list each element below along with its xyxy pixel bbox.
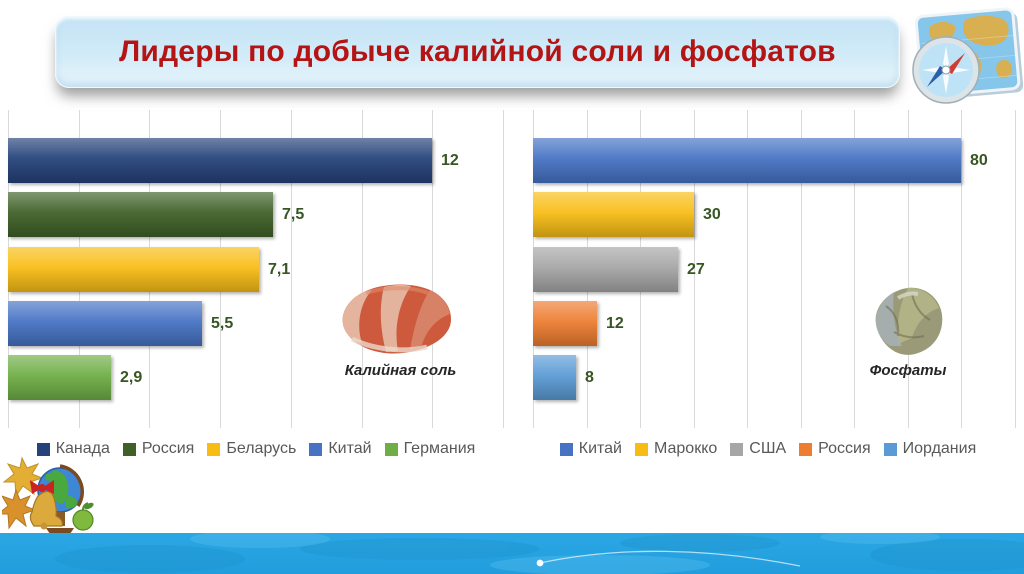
phosphate-chart-plot: 80 30 27 12 8 (533, 110, 1016, 428)
legend-marker (635, 442, 648, 456)
legend-marker (309, 442, 323, 456)
legend-item: Канада (36, 440, 110, 458)
footer-arc (539, 550, 801, 567)
legend-marker (384, 442, 398, 456)
legend-label: Россия (141, 440, 195, 457)
potash-legend: Канада Россия Беларусь Китай Германия (0, 437, 512, 461)
bar-Германия (8, 355, 111, 400)
title-banner: Лидеры по добыче калийной соли и фосфато… (55, 16, 900, 88)
legend-item: Германия (384, 440, 476, 458)
legend-marker (559, 442, 573, 456)
bar-Китай (533, 138, 961, 183)
bar-value-label: 2,9 (120, 369, 143, 386)
phosphate-caption: Фосфаты (869, 362, 947, 379)
gridline (694, 110, 695, 428)
bar-Китай (8, 301, 202, 346)
bar-Канада (8, 138, 432, 183)
legend-item: Китай (559, 440, 622, 458)
legend-label: Иордания (902, 440, 977, 457)
bar-value-label: 8 (585, 369, 594, 386)
legend-item: Иордания (883, 440, 977, 458)
legend-label: Россия (818, 440, 871, 457)
legend-label: Марокко (654, 440, 718, 457)
globe-clipart (2, 456, 94, 534)
gridline (854, 110, 855, 428)
legend-item: Россия (799, 440, 871, 458)
gridline (291, 110, 292, 428)
phosphate-rock-image (875, 287, 943, 355)
legend-item: США (730, 440, 786, 458)
legend-label: Китай (578, 440, 622, 457)
legend-marker (799, 442, 813, 456)
legend-item: Беларусь (207, 440, 296, 458)
bar-Россия (8, 192, 273, 237)
legend-label: Канада (55, 440, 110, 457)
potash-caption: Калийная соль (344, 362, 457, 379)
bar-value-label: 7,1 (268, 261, 291, 278)
legend-marker (207, 442, 221, 456)
legend-label: Германия (403, 440, 476, 457)
potash-rock-image (342, 284, 452, 354)
bar-Россия (533, 301, 597, 346)
bar-value-label: 30 (703, 206, 721, 223)
legend-marker (730, 442, 744, 456)
map-compass-icon (912, 7, 1024, 104)
bar-value-label: 12 (606, 315, 624, 332)
legend-label: Китай (328, 440, 372, 457)
gridline (362, 110, 363, 428)
phosphate-legend: Китай Марокко США Россия Иордания (512, 437, 1024, 461)
legend-item: Китай (309, 440, 372, 458)
potash-chart-plot: 12 7,5 7,1 5,5 2,9 (8, 110, 504, 428)
legend-label: США (749, 440, 787, 457)
gridline (503, 110, 504, 428)
legend-marker (883, 442, 897, 456)
legend-item: Марокко (635, 440, 717, 458)
bar-value-label: 5,5 (211, 315, 234, 332)
gridline (801, 110, 802, 428)
legend-marker (122, 442, 136, 456)
legend-label: Беларусь (226, 440, 297, 457)
slide-title: Лидеры по добыче калийной соли и фосфато… (119, 35, 836, 68)
bar-value-label: 7,5 (282, 206, 305, 223)
gridline (908, 110, 909, 428)
gridline (961, 110, 962, 428)
bar-Марокко (533, 192, 694, 237)
bar-value-label: 27 (687, 261, 705, 278)
footer-band (0, 533, 1024, 574)
legend-item: Россия (122, 440, 195, 458)
bar-Иордания (533, 355, 576, 400)
bar-Беларусь (8, 247, 259, 292)
bar-value-label: 80 (970, 152, 988, 169)
gridline (432, 110, 433, 428)
gridline (747, 110, 748, 428)
bar-value-label: 12 (441, 152, 459, 169)
bar-США (533, 247, 678, 292)
gridline (1015, 110, 1016, 428)
legend-marker (36, 442, 50, 456)
footer-map-pattern (55, 533, 1024, 574)
